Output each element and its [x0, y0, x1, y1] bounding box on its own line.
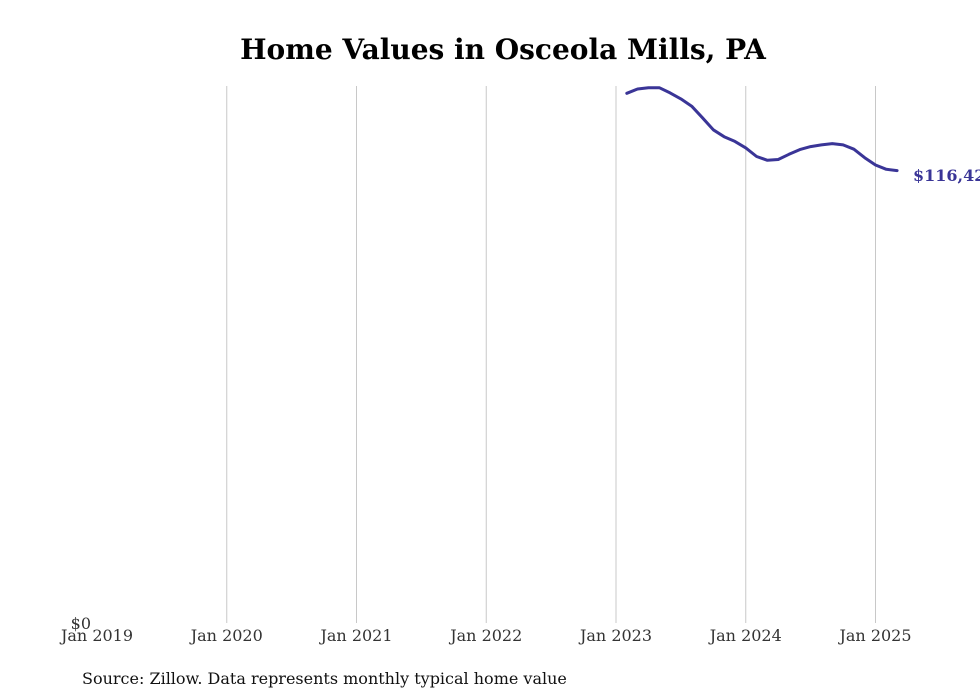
chart-title: Home Values in Osceola Mills, PA	[240, 33, 767, 66]
y-axis-ticks: $0	[71, 614, 91, 633]
y-tick-label: $0	[71, 614, 91, 633]
x-tick-label: Jan 2019	[59, 626, 133, 645]
series-line	[625, 86, 899, 173]
x-tick-label: Jan 2025	[837, 626, 911, 645]
gridlines	[226, 86, 876, 623]
x-tick-label: Jan 2023	[578, 626, 652, 645]
source-note: Source: Zillow. Data represents monthly …	[82, 669, 567, 688]
x-axis-ticks: Jan 2019 Jan 2020 Jan 2021 Jan 2022 Jan 2023…	[59, 626, 912, 645]
x-tick-label: Jan 2020	[189, 626, 263, 645]
x-tick-label: Jan 2021	[318, 626, 392, 645]
x-tick-label: Jan 2022	[448, 626, 522, 645]
end-value-label: $116,42	[913, 166, 980, 185]
x-tick-label: Jan 2024	[708, 626, 782, 645]
